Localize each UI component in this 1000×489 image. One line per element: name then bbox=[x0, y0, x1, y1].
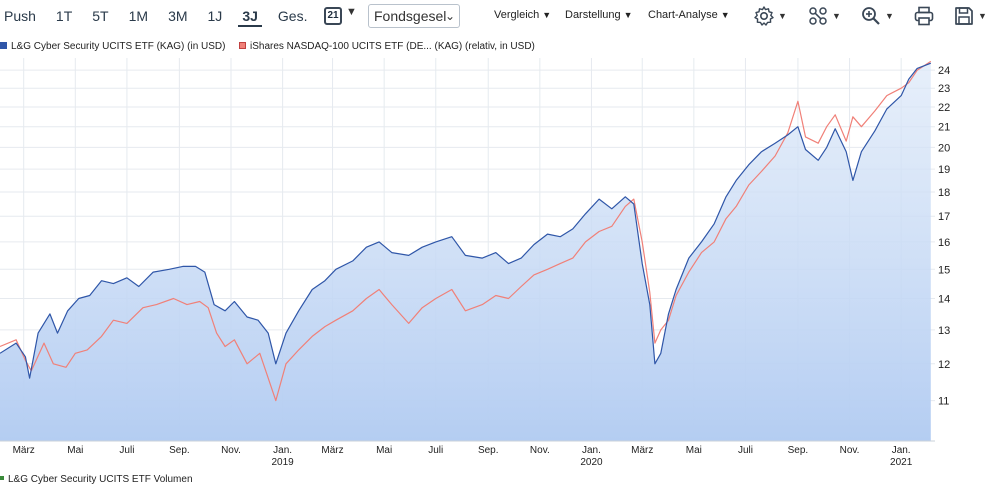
x-tick-label: Sep. bbox=[169, 445, 190, 456]
caret-down-icon: ▼ bbox=[720, 10, 730, 20]
x-tick-year-label: 2021 bbox=[890, 457, 913, 468]
menu-darstellung[interactable]: Darstellung ▼ bbox=[565, 0, 633, 32]
menu-chart-analyse[interactable]: Chart-Analyse ▼ bbox=[648, 0, 730, 32]
x-tick-label: Jan. bbox=[892, 445, 911, 456]
gear-icon bbox=[754, 6, 774, 26]
caret-down-icon: ▼ bbox=[978, 11, 987, 21]
menu-vergleich-label: Vergleich bbox=[494, 9, 540, 21]
caret-down-icon: ▼ bbox=[885, 11, 894, 21]
y-tick-label: 13 bbox=[938, 325, 950, 337]
y-tick-label: 12 bbox=[938, 359, 950, 371]
tab-1m[interactable]: 1M bbox=[128, 8, 149, 24]
x-tick-label: Juli bbox=[738, 445, 753, 456]
caret-down-icon: ▼ bbox=[542, 10, 552, 20]
save-button[interactable]: ▼ bbox=[953, 4, 987, 28]
x-tick-label: Jan. bbox=[273, 445, 292, 456]
y-tick-label: 15 bbox=[938, 264, 950, 276]
settings-button[interactable]: ▼ bbox=[753, 4, 787, 28]
print-button[interactable] bbox=[913, 4, 935, 28]
y-tick-label: 17 bbox=[938, 211, 950, 223]
zoom-in-icon bbox=[862, 7, 880, 25]
x-tick-label: Jan. bbox=[582, 445, 601, 456]
menu-vergleich[interactable]: Vergleich ▼ bbox=[494, 0, 551, 32]
x-tick-label: Nov. bbox=[221, 445, 241, 456]
caret-down-icon: ▼ bbox=[832, 11, 841, 21]
y-tick-label: 23 bbox=[938, 83, 950, 95]
save-icon bbox=[955, 7, 973, 25]
tab-5t[interactable]: 5T bbox=[92, 8, 109, 24]
chevron-down-icon: ⌄ bbox=[444, 9, 455, 23]
x-tick-label: März bbox=[631, 445, 653, 456]
x-tick-label: Juli bbox=[428, 445, 443, 456]
tab-3j[interactable]: 3J bbox=[232, 0, 268, 32]
caret-down-icon: ▼ bbox=[623, 10, 633, 20]
volume-legend[interactable]: L&G Cyber Security UCITS ETF Volumen bbox=[0, 474, 193, 485]
zoom-button[interactable]: ▼ bbox=[860, 4, 894, 28]
x-tick-label: Sep. bbox=[478, 445, 499, 456]
fund-type-dropdown[interactable]: Fondsgesel ⌄ bbox=[368, 4, 460, 28]
y-tick-label: 18 bbox=[938, 187, 950, 199]
tab-1t[interactable]: 1T bbox=[55, 8, 73, 24]
tab-push[interactable]: Push bbox=[4, 8, 36, 24]
menu-chart-analyse-label: Chart-Analyse bbox=[648, 9, 718, 21]
x-tick-label: Nov. bbox=[530, 445, 550, 456]
legend-series1-label: L&G Cyber Security UCITS ETF (KAG) (in U… bbox=[11, 41, 226, 52]
indicators-button[interactable]: ▼ bbox=[807, 4, 841, 28]
y-tick-label: 11 bbox=[938, 396, 949, 408]
volume-legend-label: L&G Cyber Security UCITS ETF Volumen bbox=[8, 474, 193, 485]
y-tick-label: 21 bbox=[938, 122, 950, 134]
x-tick-label: März bbox=[321, 445, 343, 456]
period-tabs: Push 1T 5T 1M 3M 1J 3J Ges. bbox=[0, 0, 317, 32]
legend-series2-label: iShares NASDAQ-100 UCITS ETF (DE... (KAG… bbox=[250, 41, 535, 52]
y-tick-label: 22 bbox=[938, 102, 950, 114]
calendar-icon[interactable]: 21 bbox=[324, 7, 342, 25]
menu-darstellung-label: Darstellung bbox=[565, 9, 621, 21]
x-tick-label: Mai bbox=[686, 445, 702, 456]
x-tick-label: Sep. bbox=[788, 445, 809, 456]
y-tick-label: 14 bbox=[938, 293, 950, 305]
nodes-icon bbox=[809, 7, 827, 25]
legend-series2[interactable]: iShares NASDAQ-100 UCITS ETF (DE... (KAG… bbox=[239, 41, 535, 52]
y-tick-label: 20 bbox=[938, 142, 950, 154]
series2-line bbox=[0, 60, 932, 402]
print-icon bbox=[914, 6, 934, 26]
legend-swatch-series2 bbox=[239, 41, 246, 49]
tab-3m[interactable]: 3M bbox=[168, 8, 188, 24]
x-tick-label: Nov. bbox=[840, 445, 860, 456]
y-tick-label: 19 bbox=[938, 164, 950, 176]
chart-toolbar: Push 1T 5T 1M 3M 1J 3J Ges. 21 ▼ Fondsge… bbox=[0, 0, 1000, 32]
fund-type-value: Fondsgesel bbox=[374, 8, 447, 24]
x-tick-label: Mai bbox=[376, 445, 392, 456]
series1-area bbox=[0, 63, 931, 441]
y-tick-label: 16 bbox=[938, 237, 950, 249]
calendar-caret-icon[interactable]: ▼ bbox=[346, 6, 357, 18]
legend-swatch-volume bbox=[0, 476, 4, 481]
x-tick-year-label: 2020 bbox=[580, 457, 603, 468]
tab-1j[interactable]: 1J bbox=[207, 8, 223, 24]
tab-ges[interactable]: Ges. bbox=[277, 8, 308, 24]
x-tick-label: Mai bbox=[67, 445, 83, 456]
caret-down-icon: ▼ bbox=[778, 11, 787, 21]
legend-swatch-series1 bbox=[0, 41, 7, 49]
y-tick-label: 24 bbox=[938, 65, 950, 77]
x-tick-label: März bbox=[13, 445, 35, 456]
legend-series1[interactable]: L&G Cyber Security UCITS ETF (KAG) (in U… bbox=[0, 41, 225, 52]
series1-line bbox=[0, 62, 932, 379]
x-tick-year-label: 2019 bbox=[271, 457, 294, 468]
x-tick-label: Juli bbox=[119, 445, 134, 456]
